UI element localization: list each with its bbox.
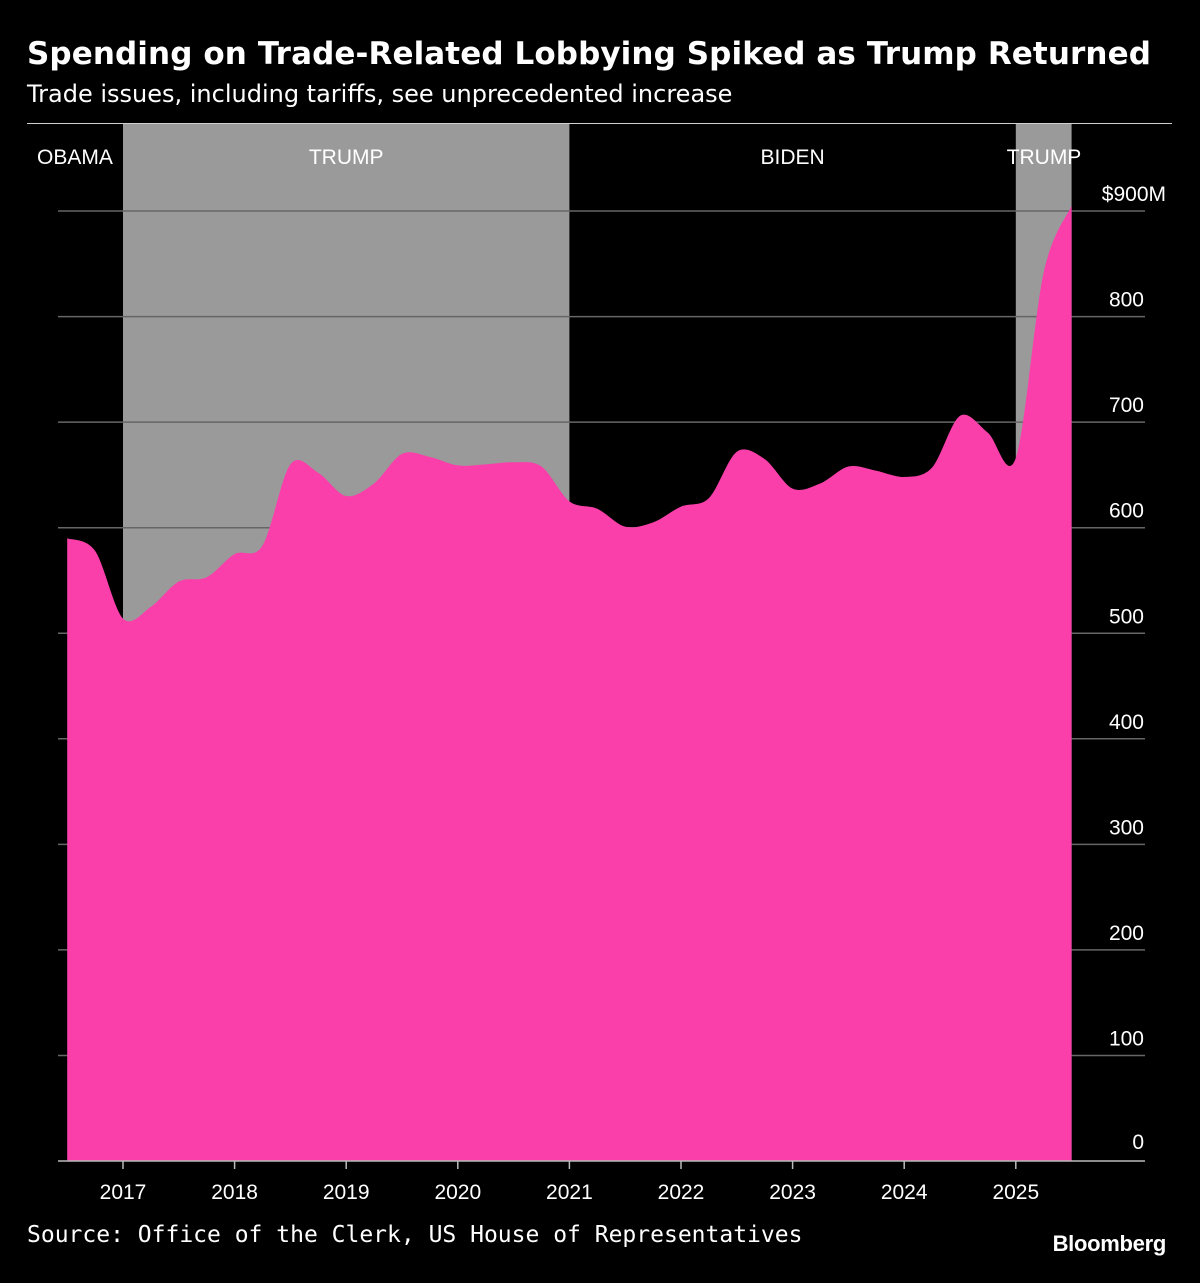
header-divider: [27, 123, 1172, 124]
period-label-trump: TRUMP: [309, 146, 384, 169]
x-tick-label: 2017: [100, 1181, 147, 1204]
lobbying-spending-area: [67, 205, 1072, 1161]
x-tick-label: 2018: [211, 1181, 258, 1204]
bloomberg-logo: Bloomberg: [1052, 1231, 1167, 1256]
x-tick-label: 2019: [323, 1181, 370, 1204]
y-tick-label: 800: [1109, 289, 1144, 312]
y-tick-label: 100: [1109, 1027, 1144, 1050]
y-tick-label: 400: [1109, 711, 1144, 734]
x-tick-label: 2024: [881, 1181, 928, 1204]
chart-title: Spending on Trade-Related Lobbying Spike…: [27, 36, 1151, 72]
y-tick-label: 300: [1109, 816, 1144, 839]
y-tick-label: 200: [1109, 922, 1144, 945]
x-tick-label: 2023: [769, 1181, 816, 1204]
x-tick-label: 2025: [992, 1181, 1039, 1204]
chart-subtitle: Trade issues, including tariffs, see unp…: [27, 80, 733, 108]
y-tick-label: 600: [1109, 500, 1144, 523]
period-label-obama: OBAMA: [37, 146, 113, 169]
y-tick-label: 0: [1132, 1131, 1144, 1154]
x-tick-label: 2022: [658, 1181, 705, 1204]
y-tick-label: 500: [1109, 605, 1144, 628]
period-label-trump: TRUMP: [1007, 146, 1082, 169]
period-label-biden: BIDEN: [761, 146, 825, 169]
source-note: Source: Office of the Clerk, US House of…: [27, 1222, 803, 1248]
x-tick-label: 2021: [546, 1181, 593, 1204]
y-tick-label: 700: [1109, 394, 1144, 417]
y-tick-label: $900M: [1102, 183, 1166, 206]
x-tick-label: 2020: [434, 1181, 481, 1204]
